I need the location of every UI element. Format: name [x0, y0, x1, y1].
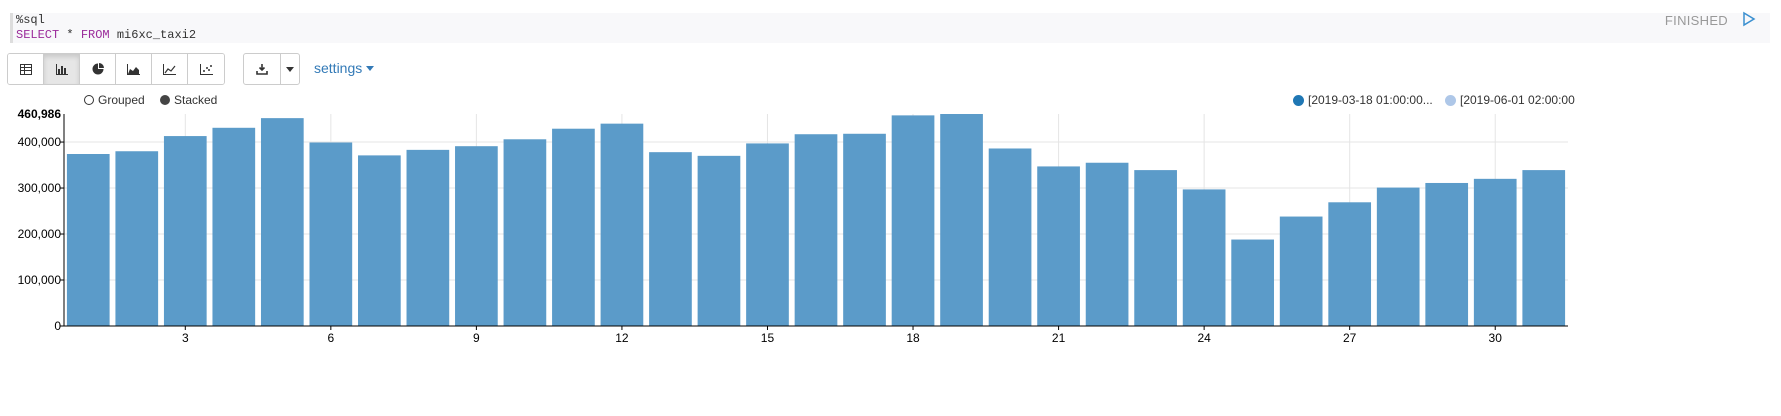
pie-chart-button[interactable] — [80, 54, 116, 84]
bar-mark — [1473, 178, 1517, 326]
pie-chart-icon — [92, 63, 104, 75]
bar-mark — [552, 128, 595, 326]
x-tick-label: 12 — [615, 331, 629, 345]
bar-chart-icon — [55, 63, 68, 75]
bar-mark — [1279, 216, 1323, 326]
stacked-label: Stacked — [174, 93, 218, 107]
bar-mark — [1037, 166, 1080, 326]
bar-mark — [600, 123, 644, 326]
bar-mark — [794, 134, 838, 326]
bar-mark — [212, 127, 256, 327]
bar-mark — [1522, 170, 1566, 326]
area-chart-icon — [127, 63, 140, 75]
sql-keyword-select: SELECT — [16, 28, 60, 42]
editor-line-1: %sql — [16, 13, 45, 27]
y-max-label: 460,986 — [18, 107, 62, 121]
paragraph-status: FINISHED — [1664, 13, 1728, 28]
sql-keyword-from: FROM — [80, 28, 110, 42]
bar-mark — [843, 133, 886, 326]
y-tick-label: 400,000 — [18, 135, 62, 149]
settings-dropdown[interactable]: settings — [314, 53, 375, 83]
chevron-down-icon — [286, 66, 294, 72]
editor-line-2: SELECT * FROM mi6xc_taxi2 — [16, 28, 197, 42]
table-icon — [19, 63, 32, 75]
x-tick-label: 24 — [1197, 331, 1211, 345]
x-tick-label: 3 — [182, 331, 189, 345]
y-tick-label: 200,000 — [18, 227, 62, 241]
bar-mark — [988, 148, 1032, 326]
grouped-label: Grouped — [98, 93, 145, 107]
stacked-control[interactable]: Stacked — [160, 93, 217, 107]
bar-mark — [1231, 239, 1274, 326]
stacked-radio-icon — [160, 95, 170, 105]
download-group — [243, 53, 300, 85]
legend-label-1: [2019-03-18 01:00:00... — [1308, 93, 1433, 107]
bar-mark — [1425, 182, 1469, 326]
visualization-toolbar: settings — [7, 53, 375, 85]
bar-mark — [163, 136, 207, 326]
y-tick-label: 300,000 — [18, 181, 62, 195]
bar-mark — [1085, 162, 1129, 326]
line-chart-icon — [163, 63, 176, 75]
download-button[interactable] — [244, 54, 281, 84]
table-view-button[interactable] — [8, 54, 44, 84]
settings-label: settings — [314, 60, 363, 76]
bar-mark — [115, 151, 159, 326]
download-options-button[interactable] — [281, 54, 299, 84]
x-tick-label: 9 — [473, 331, 480, 345]
bar-mark — [891, 115, 935, 326]
bar-mark — [260, 118, 304, 327]
scatter-chart-button[interactable] — [188, 54, 224, 84]
bar-mark — [1182, 189, 1226, 326]
bar-mark — [66, 154, 110, 326]
legend-swatch-2 — [1445, 94, 1456, 106]
bar-mark — [649, 152, 692, 326]
bar-mark — [697, 155, 741, 326]
bar-mark — [1376, 187, 1420, 326]
x-tick-label: 21 — [1052, 331, 1066, 345]
sql-table-name: mi6xc_taxi2 — [109, 28, 197, 42]
download-icon — [256, 64, 268, 75]
x-tick-label: 27 — [1343, 331, 1357, 345]
legend-swatch-1 — [1293, 94, 1304, 106]
chart-type-group — [7, 53, 225, 85]
bar-mark — [746, 143, 789, 326]
caret-down-icon — [366, 65, 375, 71]
bar-mark — [503, 139, 547, 326]
x-tick-label: 6 — [327, 331, 334, 345]
bar-mark — [1134, 170, 1177, 326]
y-tick-label: 0 — [54, 319, 61, 333]
legend-item-2[interactable]: [2019-06-01 02:00:00 — [1445, 93, 1575, 107]
x-tick-label: 30 — [1489, 331, 1503, 345]
y-tick-label: 100,000 — [18, 273, 62, 287]
bar-mark — [358, 155, 401, 326]
bar-mark — [406, 149, 450, 326]
bar-mark — [309, 142, 353, 326]
bar-chart-button[interactable] — [44, 54, 80, 84]
sql-editor[interactable]: %sql SELECT * FROM mi6xc_taxi2 — [10, 13, 1770, 43]
scatter-chart-icon — [199, 63, 213, 75]
run-paragraph-button[interactable] — [1741, 11, 1757, 27]
play-icon — [1743, 11, 1756, 27]
grouped-control[interactable]: Grouped — [84, 93, 145, 107]
x-tick-label: 18 — [906, 331, 920, 345]
x-tick-label: 15 — [761, 331, 775, 345]
line-chart-button[interactable] — [152, 54, 188, 84]
legend-label-2: [2019-06-01 02:00:00 — [1460, 93, 1575, 107]
legend-item-1[interactable]: [2019-03-18 01:00:00... — [1293, 93, 1433, 107]
area-chart-button[interactable] — [116, 54, 152, 84]
grouped-radio-icon — [84, 95, 94, 105]
bar-mark — [1328, 202, 1372, 326]
bar-mark — [455, 146, 498, 326]
bar-mark — [940, 114, 983, 326]
